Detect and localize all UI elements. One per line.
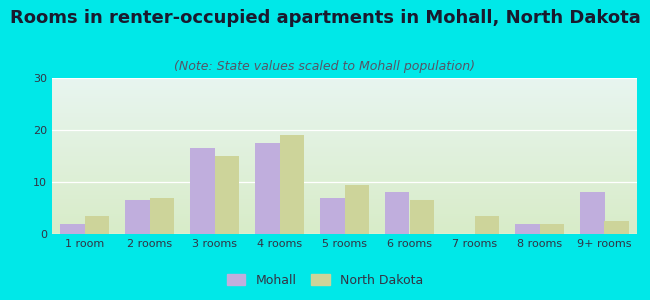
- Bar: [385, 192, 410, 234]
- Bar: [580, 192, 604, 234]
- Bar: [280, 135, 304, 234]
- Bar: [344, 184, 369, 234]
- Text: (Note: State values scaled to Mohall population): (Note: State values scaled to Mohall pop…: [174, 60, 476, 73]
- Bar: [214, 156, 239, 234]
- Text: Rooms in renter-occupied apartments in Mohall, North Dakota: Rooms in renter-occupied apartments in M…: [10, 9, 640, 27]
- Bar: [190, 148, 214, 234]
- Bar: [84, 216, 109, 234]
- Bar: [150, 198, 174, 234]
- Bar: [474, 216, 499, 234]
- Bar: [125, 200, 150, 234]
- Bar: [515, 224, 540, 234]
- Bar: [540, 224, 564, 234]
- Bar: [320, 198, 345, 234]
- Legend: Mohall, North Dakota: Mohall, North Dakota: [223, 270, 427, 291]
- Bar: [604, 221, 629, 234]
- Bar: [60, 224, 84, 234]
- Bar: [410, 200, 434, 234]
- Bar: [255, 143, 280, 234]
